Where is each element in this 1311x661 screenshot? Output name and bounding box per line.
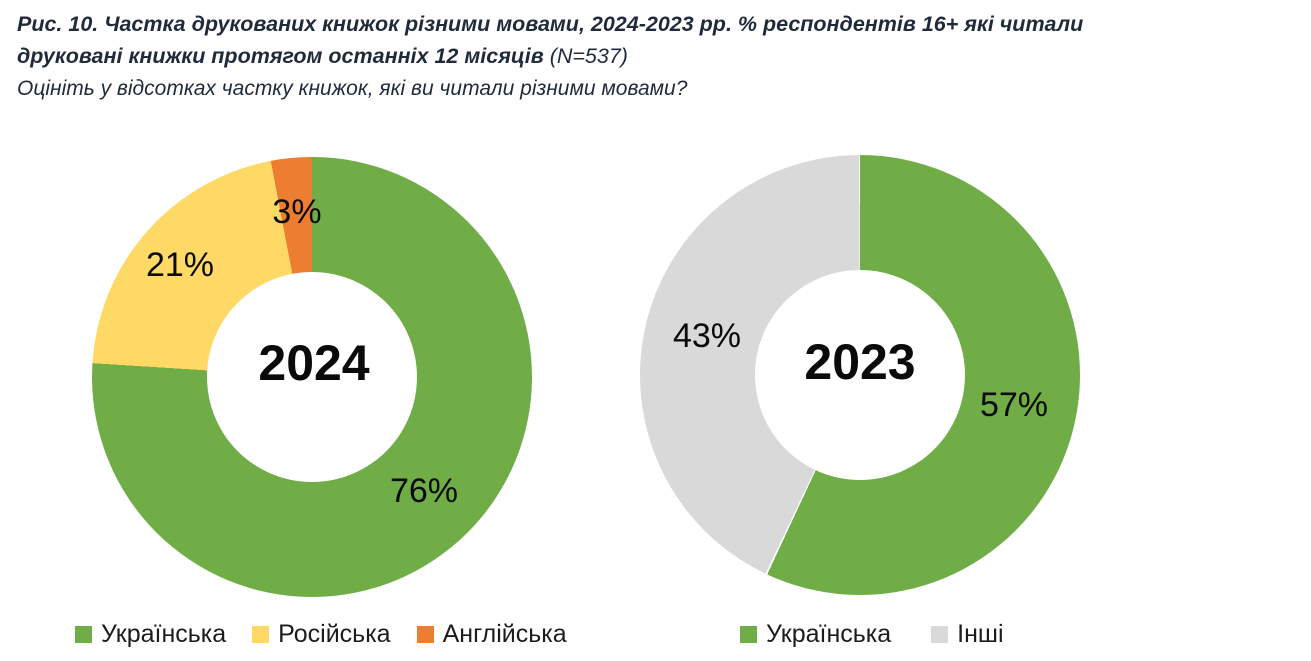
donut-hole-2023 [755,270,965,480]
donut-center-year-2024: 2024 [258,335,370,391]
legend-label-ukrainska-2023: Українська [766,620,892,648]
donut-chart-2024 [92,157,532,597]
sample-size-note: (N=537) [549,44,628,68]
legend-label-rosiyska-2024: Російська [278,620,391,648]
slice-label-angliyska-2024: 3% [272,193,322,231]
donut-chart-2023 [640,155,1080,595]
legend-swatch-orange [416,626,434,643]
figure-header: Рис. 10. Частка друкованих книжок різним… [17,8,1297,105]
donut-center-year-2023: 2023 [804,334,916,390]
legend-item-ukrainska-2024: Українська [75,620,226,649]
legend-2023: Українська Інші [740,620,1004,649]
slice-label-ukrainska-2024: 76% [389,472,459,510]
legend-item-angliyska-2024: Англійська [416,620,567,649]
figure-question-subtitle: Оцініть у відсотках частку книжок, які в… [17,77,688,100]
legend-swatch-green-2023 [740,626,757,643]
legend-swatch-green [75,626,92,643]
slice-label-rosiyska-2024: 21% [145,246,215,284]
legend-label-angliyska-2024: Англійська [442,620,567,648]
legend-swatch-gray-2023 [931,626,949,643]
legend-label-inshi-2023: Інші [957,620,1004,648]
legend-2024: Українська Російська Англійська [75,620,567,649]
slice-label-ukrainska-2023: 57% [979,386,1049,424]
legend-label-ukrainska-2024: Українська [101,620,227,648]
legend-item-rosiyska-2024: Російська [252,620,391,649]
legend-item-inshi-2023: Інші [931,620,1004,649]
legend-swatch-yellow [252,626,270,643]
figure-title-text-1: Рис. 10. Частка друкованих книжок різним… [17,12,1084,36]
figure-title-line1: Рис. 10. Частка друкованих книжок різним… [17,8,1297,40]
figure-title-line2: друковані книжки протягом останніх 12 мі… [17,40,1297,72]
legend-item-ukrainska-2023: Українська [740,620,891,649]
figure-title-text-2: друковані книжки протягом останніх 12 мі… [17,44,544,68]
slice-label-inshi-2023: 43% [672,317,742,355]
donut-hole-2024 [207,272,417,482]
